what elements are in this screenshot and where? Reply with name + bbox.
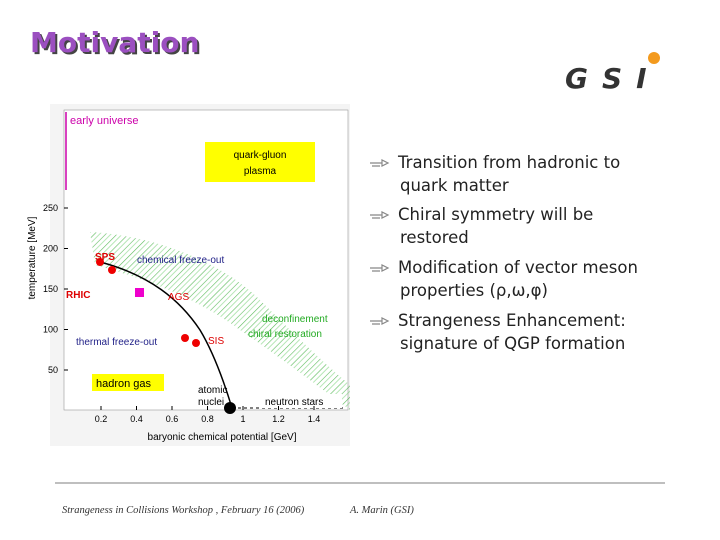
label: SIS <box>208 336 224 347</box>
bullet-text: signature of QGP formation <box>400 334 625 353</box>
logo: GSI <box>565 52 661 95</box>
label: neutron stars <box>265 397 323 408</box>
bullet-icon <box>370 317 390 325</box>
y-ticks: 250 200 150 100 50 <box>43 203 68 375</box>
label: AGS <box>168 292 189 303</box>
y-tick-label: 250 <box>43 203 58 213</box>
x-tick-label: 0.6 <box>166 414 179 424</box>
logo-text: GSI <box>565 62 661 95</box>
qgp-box <box>205 142 315 182</box>
label: chemical freeze-out <box>137 255 224 266</box>
bullet-text: properties (ρ,ω,φ) <box>400 281 548 300</box>
label: SPS <box>95 252 115 263</box>
label: deconfinement <box>262 314 328 325</box>
bullet-text: Transition from hadronic to <box>397 153 620 172</box>
x-tick-label: 1.2 <box>272 414 285 424</box>
label: thermal freeze-out <box>76 337 157 348</box>
footer-left: Strangeness in Collisions Workshop , Feb… <box>62 505 305 516</box>
footer-right: A. Marin (GSI) <box>349 505 414 516</box>
x-ticks: 0.2 0.4 0.6 0.8 1 1.2 1.4 <box>95 406 321 424</box>
bullet-text: Chiral symmetry will be <box>398 205 593 224</box>
bullet-icon <box>370 211 390 219</box>
point <box>181 334 189 342</box>
bullet-text: Modification of vector meson <box>398 258 638 277</box>
point <box>96 258 104 266</box>
point <box>192 339 200 347</box>
transition-band <box>90 232 350 410</box>
title-shadow: Motivation <box>32 28 201 61</box>
x-tick-label: 0.8 <box>201 414 214 424</box>
label: early universe <box>70 115 138 127</box>
bullet-list: Transition from hadronic to quark matter C… <box>370 153 638 353</box>
point <box>108 266 116 274</box>
bullet-text: restored <box>400 228 469 247</box>
bullet-text: Strangeness Enhancement: <box>398 311 626 330</box>
y-tick-label: 150 <box>43 284 58 294</box>
x-tick-label: 1 <box>240 414 245 424</box>
y-tick-label: 50 <box>48 365 58 375</box>
logo-dot <box>648 52 660 64</box>
phase-diagram: early universe quark-gluon plasma SPS RH… <box>27 104 350 446</box>
label: nuclei <box>198 397 224 408</box>
neutron-box <box>262 394 342 408</box>
label: chiral restoration <box>248 329 322 340</box>
x-tick-label: 0.4 <box>130 414 143 424</box>
hadron-box <box>92 374 164 391</box>
bullet-text: quark matter <box>400 176 509 195</box>
label: quark-gluon <box>234 150 287 161</box>
point <box>135 288 144 297</box>
nuclei-point <box>224 402 236 414</box>
freeze-out-curve <box>99 261 233 409</box>
bullet-icon <box>370 159 390 167</box>
x-tick-label: 0.2 <box>95 414 108 424</box>
label: hadron gas <box>96 378 152 390</box>
bullet-icon <box>370 264 390 272</box>
label: RHIC <box>66 290 90 301</box>
x-tick-label: 1.4 <box>308 414 321 424</box>
y-tick-label: 100 <box>43 325 58 335</box>
title: Motivation <box>30 26 199 59</box>
y-tick-label: 200 <box>43 244 58 254</box>
y-axis-label: temperature [MeV] <box>27 216 38 299</box>
x-axis-label: baryonic chemical potential [GeV] <box>148 432 297 443</box>
label: plasma <box>244 166 277 177</box>
label: atomic <box>198 385 227 396</box>
